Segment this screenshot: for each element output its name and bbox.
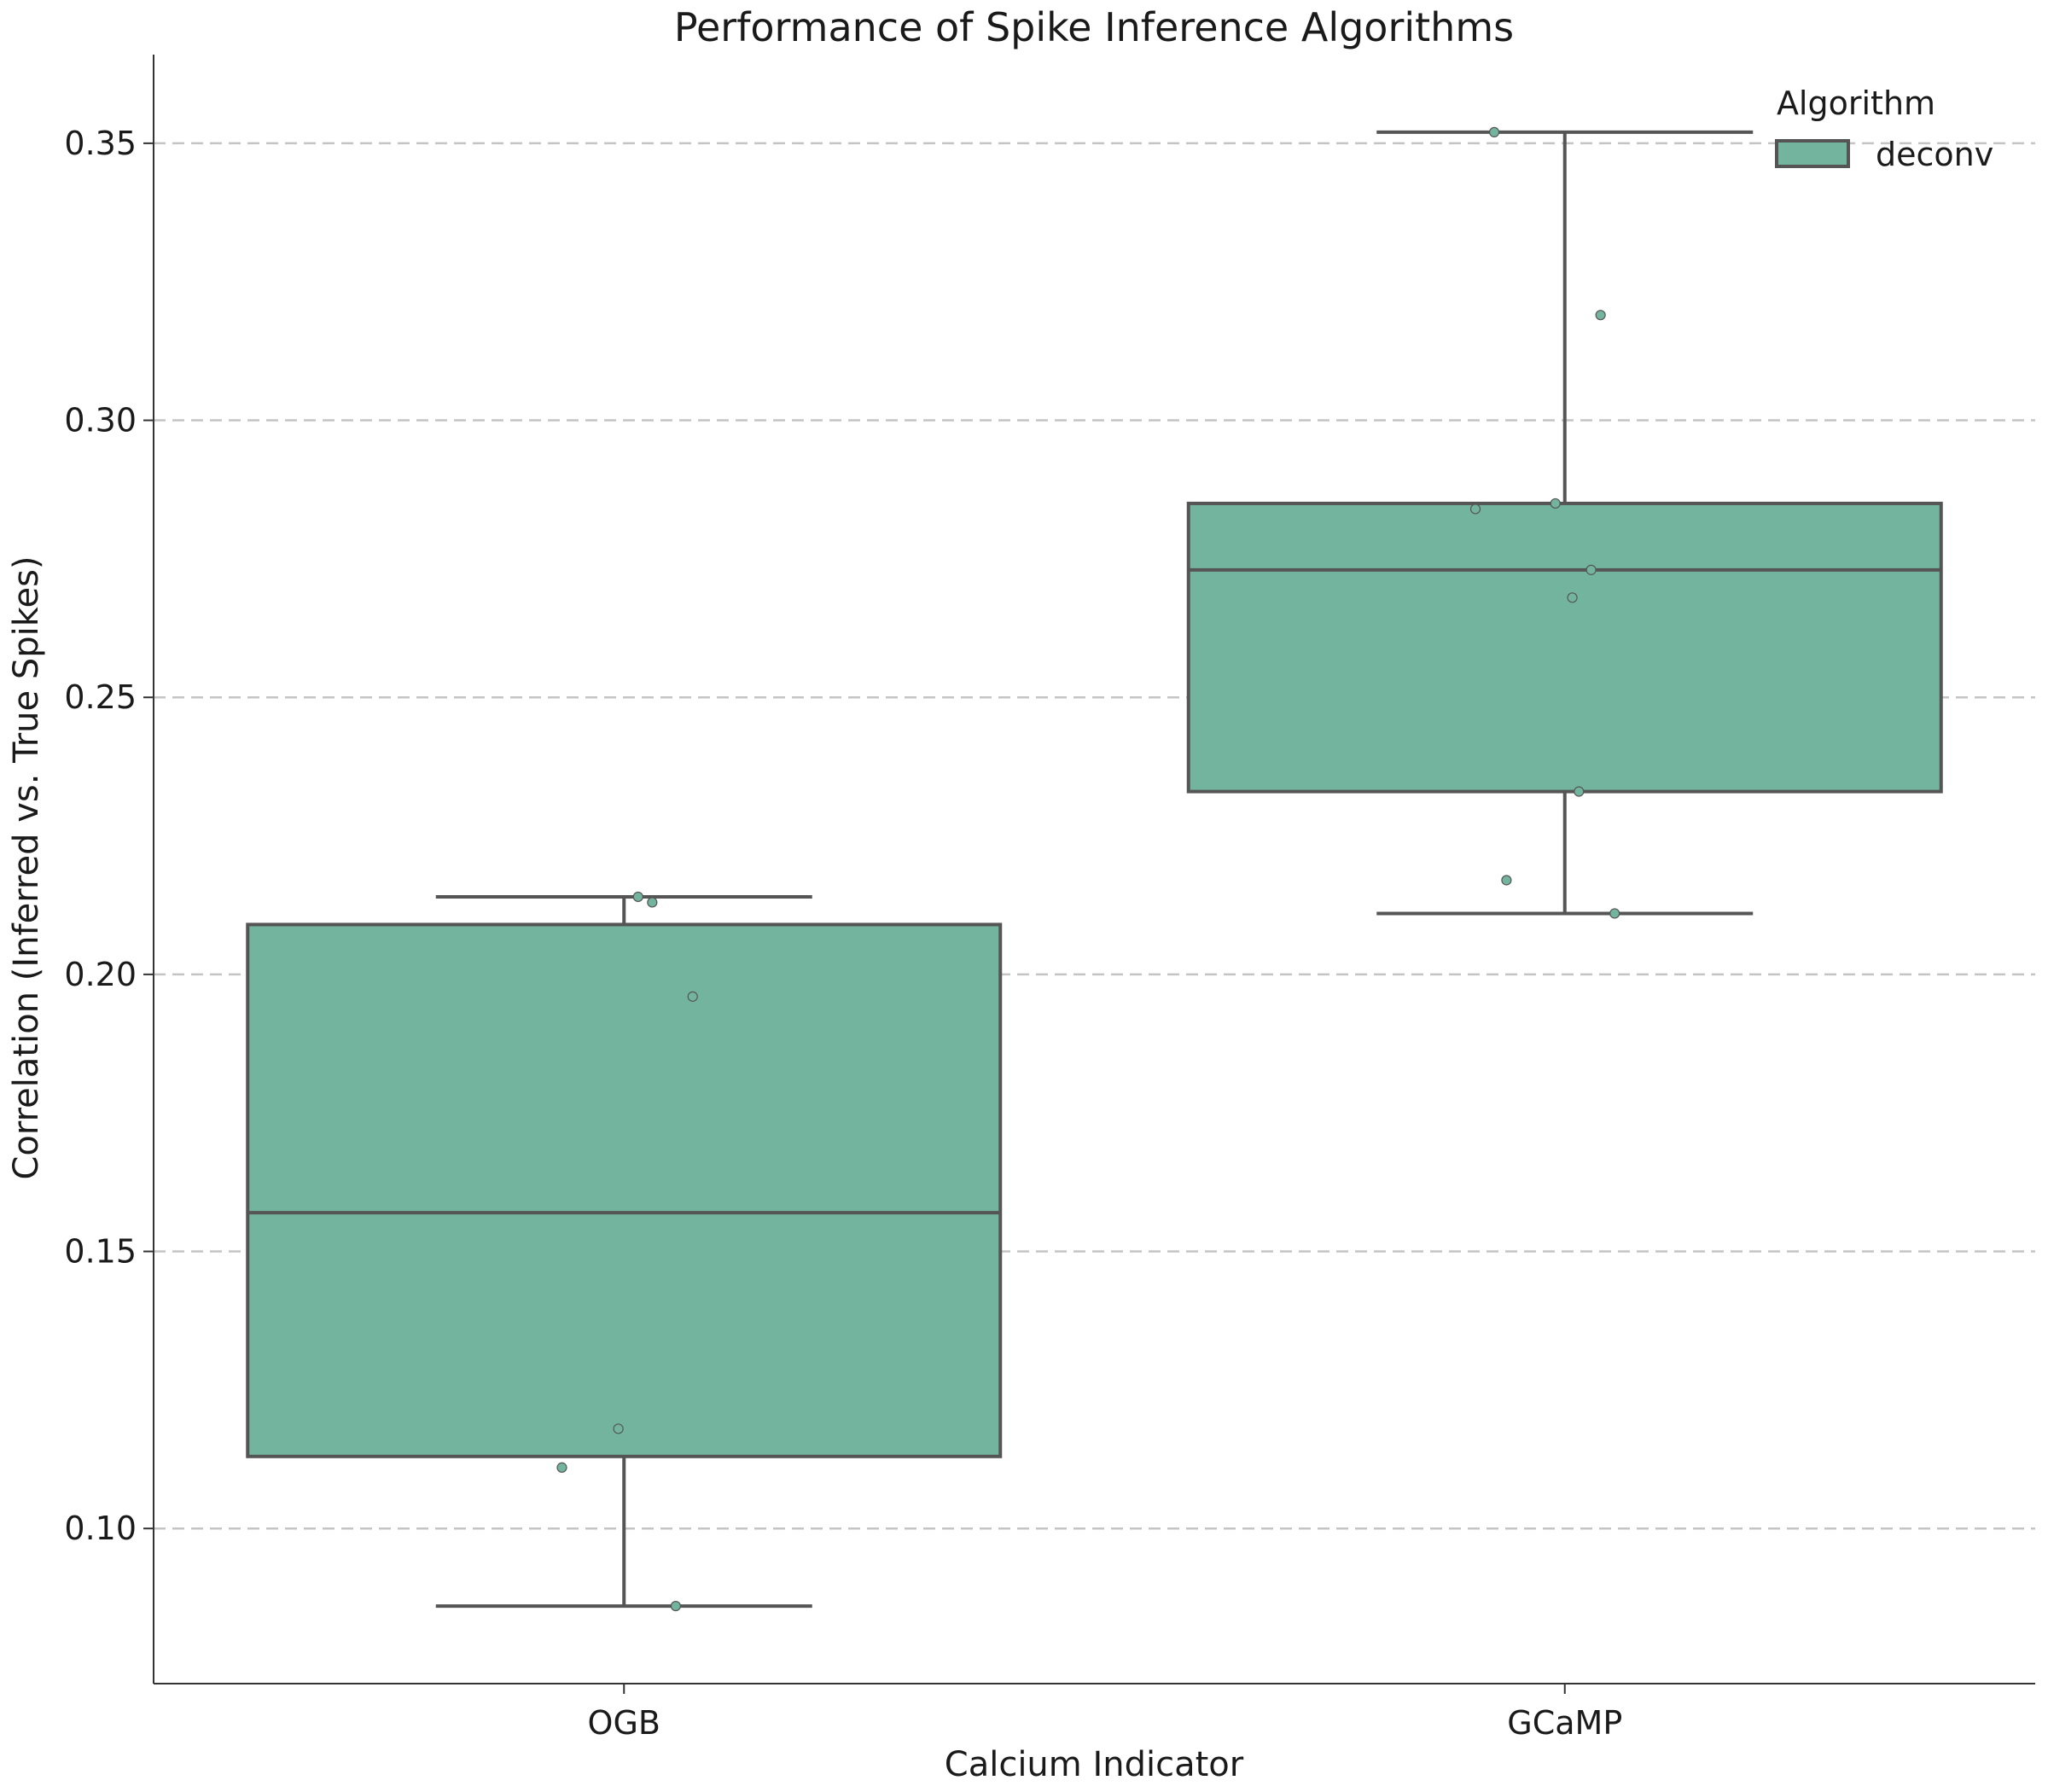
- data-point: [1574, 786, 1585, 797]
- x-tick-label: GCaMP: [1507, 1704, 1622, 1742]
- legend-label-deconv: deconv: [1876, 136, 1993, 173]
- data-point: [613, 1423, 624, 1434]
- data-point: [556, 1462, 567, 1473]
- data-point: [1567, 592, 1578, 603]
- x-tick-label: OGB: [588, 1704, 660, 1742]
- data-point: [1488, 126, 1500, 138]
- y-tick-label: 0.15: [64, 1233, 137, 1271]
- y-axis-title: Correlation (Inferred vs. True Spikes): [7, 556, 46, 1179]
- y-tick-label: 0.10: [64, 1510, 137, 1547]
- data-point: [1501, 875, 1512, 886]
- data-point: [670, 1600, 681, 1612]
- legend: Algorithm deconv: [1775, 84, 1993, 173]
- legend-title: Algorithm: [1777, 84, 1935, 122]
- data-point: [647, 897, 658, 908]
- data-point: [1609, 908, 1620, 919]
- tick-marks: 0.10 0.15 0.20 0.25 0.30 0.35 OGB GCaMP: [64, 125, 1622, 1742]
- chart-title: Performance of Spike Inference Algorithm…: [674, 4, 1514, 50]
- legend-swatch-deconv: [1775, 139, 1850, 168]
- axes: [153, 55, 2035, 1684]
- box-gcamp: [1186, 501, 1943, 794]
- data-point: [687, 991, 698, 1002]
- data-point: [1550, 497, 1561, 509]
- data-point: [1469, 503, 1481, 515]
- data-point: [1595, 310, 1606, 321]
- data-points: [556, 126, 1620, 1612]
- y-tick-label: 0.30: [64, 402, 137, 439]
- data-point: [1585, 564, 1597, 575]
- data-point: [632, 891, 643, 903]
- box-ogb: [246, 922, 1003, 1458]
- y-tick-label: 0.25: [64, 678, 137, 716]
- y-tick-label: 0.20: [64, 956, 137, 993]
- y-tick-label: 0.35: [64, 125, 137, 162]
- x-axis-title: Calcium Indicator: [945, 1745, 1244, 1784]
- box-plots: [246, 130, 1943, 1609]
